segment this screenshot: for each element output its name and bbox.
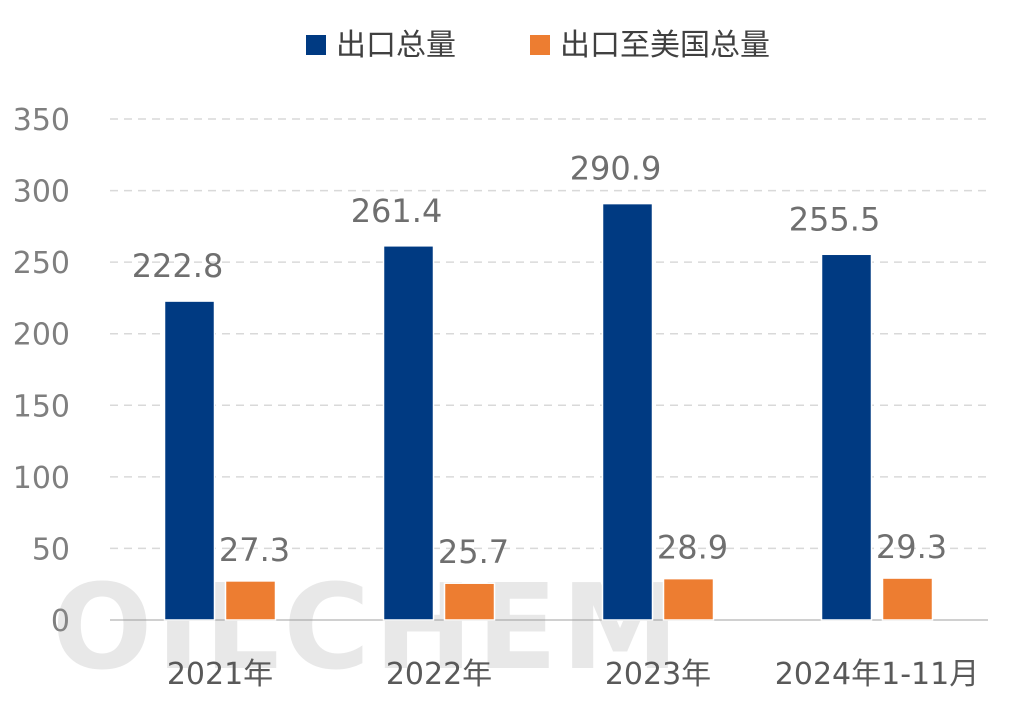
- category-label: 2021年: [167, 657, 273, 692]
- data-label: 29.3: [876, 528, 947, 566]
- data-label: 27.3: [219, 531, 290, 569]
- legend-entry: 出口总量: [336, 28, 456, 63]
- data-label: 290.9: [570, 150, 662, 188]
- data-label: 255.5: [789, 200, 881, 238]
- bar-export-total: [601, 202, 654, 621]
- y-tick-label: 350: [13, 103, 70, 138]
- y-tick-label: 250: [13, 246, 70, 281]
- data-labels: 222.8 27.3 261.4 25.7 290.9 28.9 255.5 29.3: [132, 150, 947, 572]
- y-tick-label: 50: [32, 532, 70, 567]
- y-tick-label: 100: [13, 461, 70, 496]
- legend-swatch: [530, 35, 550, 55]
- y-tick-label: 200: [13, 318, 70, 353]
- data-label: 25.7: [438, 533, 509, 571]
- bar-export-total: [163, 300, 216, 621]
- bar-export-to-us: [443, 582, 496, 621]
- data-label: 222.8: [132, 247, 224, 285]
- bar-export-total: [382, 245, 435, 621]
- y-axis-ticks: 0 50 100 150 200 250 300 350: [13, 103, 70, 639]
- y-tick-label: 300: [13, 175, 70, 210]
- legend-entry: 出口至美国总量: [560, 28, 770, 63]
- legend-swatch: [306, 35, 326, 55]
- bar-export-to-us: [224, 580, 277, 621]
- data-label: 261.4: [351, 192, 443, 230]
- y-tick-label: 150: [13, 389, 70, 424]
- bars: [163, 202, 934, 621]
- category-label: 2023年: [605, 657, 711, 692]
- data-label: 28.9: [657, 529, 728, 567]
- category-label: 2024年1-11月: [775, 657, 979, 692]
- watermark: OILCHEM: [52, 558, 683, 696]
- category-labels: 2021年 2022年 2023年 2024年1-11月: [167, 657, 979, 692]
- legend: 出口总量 出口至美国总量: [306, 28, 770, 63]
- category-label: 2022年: [386, 657, 492, 692]
- gridlines: [110, 118, 988, 550]
- bar-export-to-us: [662, 577, 715, 621]
- y-tick-label: 0: [51, 604, 70, 639]
- bar-export-to-us: [881, 577, 934, 621]
- bar-export-total: [820, 253, 873, 621]
